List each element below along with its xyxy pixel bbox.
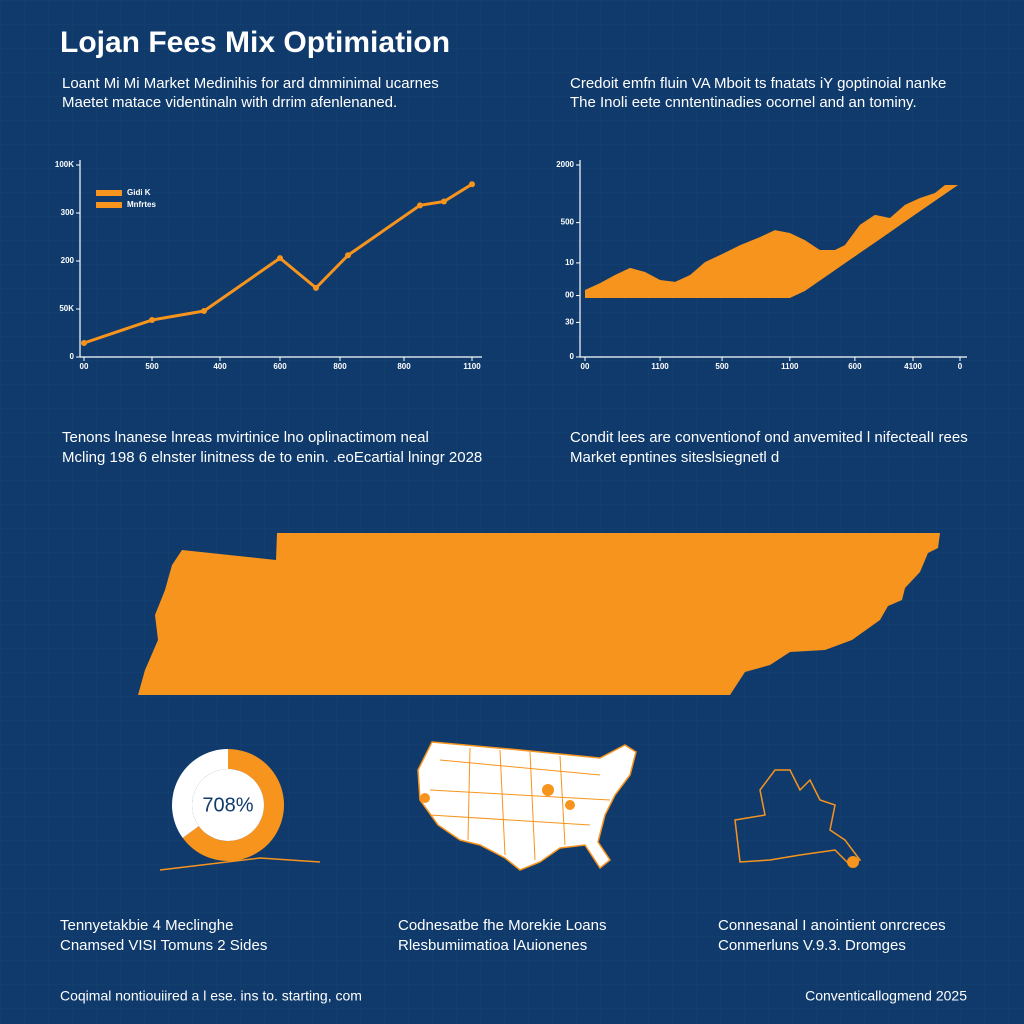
x-tick-label: 600 <box>848 362 862 371</box>
y-tick-label: 500 <box>561 218 575 227</box>
state-map <box>138 533 940 695</box>
caption: Codnesatbe fhe Morekie Loans <box>398 917 606 934</box>
legend-swatch <box>96 190 122 196</box>
caption: Tennyetakbie 4 Meclinghe <box>60 917 233 934</box>
y-tick-label: 30 <box>565 318 574 327</box>
y-tick-label: 10 <box>565 258 574 267</box>
legend-label: Mnfrtes <box>127 200 156 209</box>
intro-text: The Inoli eete cnntentinadies ocornel an… <box>570 94 917 111</box>
footer-text: Coqimal nontiouiired a l ese. ins to. st… <box>60 988 362 1004</box>
x-tick-label: 4100 <box>904 362 922 371</box>
intro-text: Credoit emfn fluin VA Mboit ts fnatats i… <box>570 75 946 92</box>
y-tick-label: 100K <box>55 160 74 169</box>
us-map <box>417 741 637 871</box>
x-tick-label: 00 <box>80 362 89 371</box>
data-point <box>417 202 423 209</box>
x-tick-label: 500 <box>145 362 159 371</box>
caption: Conmerluns V.9.3. Dromges <box>718 937 906 954</box>
x-tick-label: 1100 <box>651 362 669 371</box>
x-tick-label: 400 <box>213 362 227 371</box>
data-point <box>149 317 155 324</box>
data-point <box>313 284 319 291</box>
y-tick-label: 0 <box>70 352 75 361</box>
intro-text: Maetet matace videntinaln with drrim afe… <box>62 94 397 111</box>
x-tick-label: 500 <box>715 362 729 371</box>
x-tick-label: 600 <box>273 362 287 371</box>
data-area <box>585 184 959 299</box>
x-tick-label: 1100 <box>463 362 481 371</box>
note-text: Market epntines siteslsiegnetl d <box>570 449 779 466</box>
map-highlight <box>542 784 554 796</box>
caption: Cnamsed VISI Tomuns 2 Sides <box>60 937 267 954</box>
y-tick-label: 300 <box>61 208 75 217</box>
us-map-borders <box>429 747 611 861</box>
footer-text: Conventicallogmend 2025 <box>805 988 967 1004</box>
data-point <box>81 339 87 346</box>
y-tick-label: 2000 <box>556 160 574 169</box>
caption: Connesanal I anointient onrcreces <box>718 917 946 934</box>
x-tick-label: 800 <box>333 362 347 371</box>
title: Lojan Fees Mix Optimiation <box>60 26 450 59</box>
intro-text: Loant Mi Mi Market Medinihis for ard dmm… <box>62 75 439 92</box>
note-text: Tenons lnanese lnreas mvirtinice lno opl… <box>62 429 429 446</box>
x-tick-label: 0 <box>958 362 963 371</box>
donut-segment <box>172 749 228 838</box>
x-tick-label: 800 <box>397 362 411 371</box>
y-tick-label: 0 <box>570 352 575 361</box>
data-point <box>441 198 447 205</box>
x-tick-label: 00 <box>581 362 590 371</box>
caption: Rlesbumiimatioa lAuionenes <box>398 937 587 954</box>
donut-segment <box>182 749 285 861</box>
donut-hole <box>192 769 264 841</box>
y-tick-label: 200 <box>61 256 75 265</box>
note-text: Mcling 198 6 elnster linitness de to eni… <box>62 449 482 466</box>
y-tick-label: 00 <box>565 291 574 300</box>
note-text: Condit lees are conventionof ond anvemit… <box>570 429 968 446</box>
outline-icon-dot <box>847 856 859 868</box>
y-tick-label: 50K <box>59 304 74 313</box>
donut-swoosh <box>159 857 321 871</box>
legend-swatch <box>96 202 122 208</box>
data-point <box>345 252 351 259</box>
map-highlight <box>420 793 430 803</box>
map-highlight <box>565 800 575 810</box>
data-point <box>277 255 283 262</box>
data-point <box>201 308 207 315</box>
x-tick-label: 1100 <box>781 362 799 371</box>
outline-icon <box>734 769 862 866</box>
donut-label: 708% <box>202 794 253 816</box>
legend-label: Gidi K <box>127 188 151 197</box>
data-point <box>469 181 475 188</box>
